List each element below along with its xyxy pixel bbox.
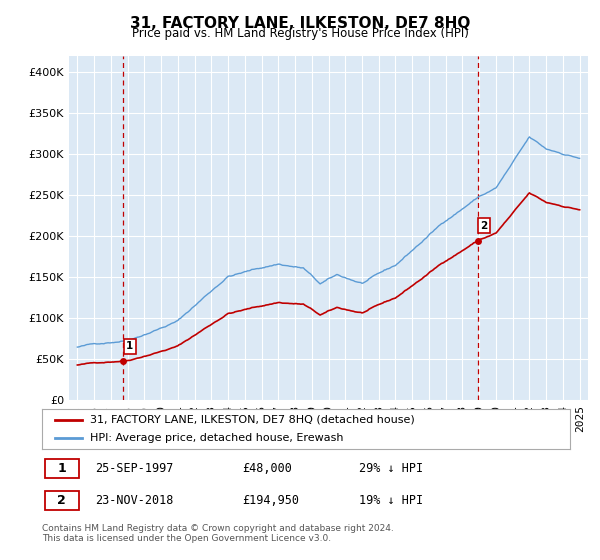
Text: 2: 2 (481, 221, 488, 231)
FancyBboxPatch shape (44, 459, 79, 478)
Text: Contains HM Land Registry data © Crown copyright and database right 2024.
This d: Contains HM Land Registry data © Crown c… (42, 524, 394, 543)
FancyBboxPatch shape (44, 491, 79, 510)
Text: £194,950: £194,950 (242, 494, 299, 507)
Text: £48,000: £48,000 (242, 462, 293, 475)
Text: 31, FACTORY LANE, ILKESTON, DE7 8HQ: 31, FACTORY LANE, ILKESTON, DE7 8HQ (130, 16, 470, 31)
Text: Price paid vs. HM Land Registry's House Price Index (HPI): Price paid vs. HM Land Registry's House … (131, 27, 469, 40)
Text: 2: 2 (58, 494, 66, 507)
Text: 1: 1 (58, 462, 66, 475)
Text: 23-NOV-2018: 23-NOV-2018 (95, 494, 173, 507)
Text: 25-SEP-1997: 25-SEP-1997 (95, 462, 173, 475)
Text: HPI: Average price, detached house, Erewash: HPI: Average price, detached house, Erew… (89, 433, 343, 443)
Text: 19% ↓ HPI: 19% ↓ HPI (359, 494, 423, 507)
Text: 29% ↓ HPI: 29% ↓ HPI (359, 462, 423, 475)
Text: 31, FACTORY LANE, ILKESTON, DE7 8HQ (detached house): 31, FACTORY LANE, ILKESTON, DE7 8HQ (det… (89, 415, 414, 424)
Text: 1: 1 (126, 341, 133, 351)
